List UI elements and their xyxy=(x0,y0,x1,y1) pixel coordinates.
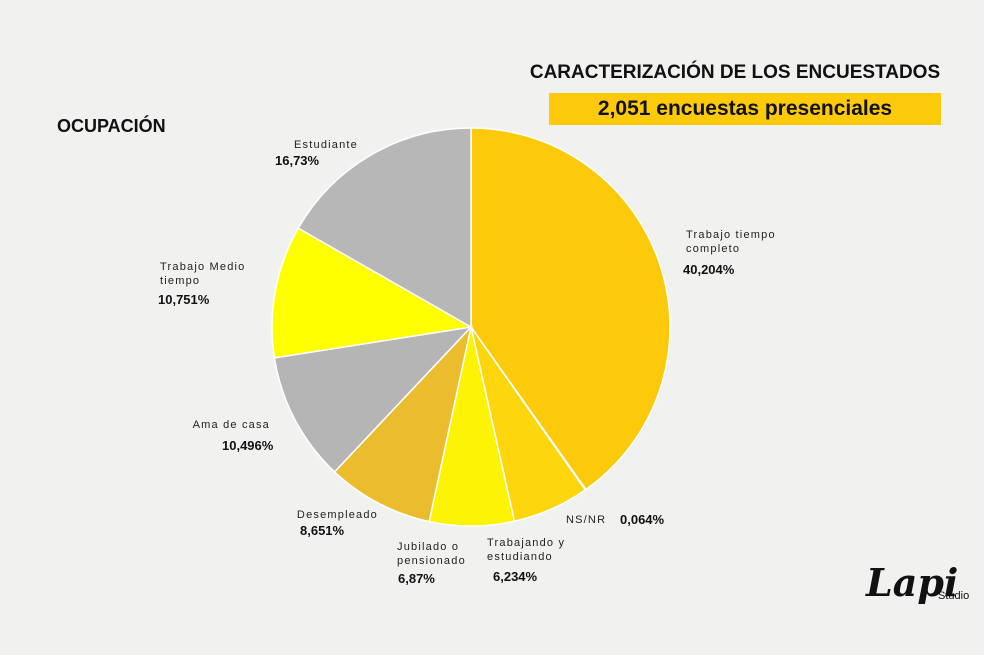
chart-subtitle: 2,051 encuestas presenciales xyxy=(549,93,941,125)
pie-slice xyxy=(273,325,474,473)
slice-label: Ama de casa xyxy=(192,419,270,431)
pie-slice xyxy=(333,324,473,523)
slice-label: Jubilado o pensionado xyxy=(397,541,466,567)
pie-slice xyxy=(297,127,472,329)
section-label: OCUPACIÓN xyxy=(57,116,166,136)
slice-label: NS/NR xyxy=(566,514,607,526)
value-label: 16,73% xyxy=(275,153,320,168)
chart-title: CARACTERIZACIÓN DE LOS ENCUESTADOS xyxy=(529,62,941,83)
logo: Lapi xyxy=(866,560,959,605)
value-label: 10,751% xyxy=(158,292,210,307)
logo-sub: Studio xyxy=(938,590,970,602)
value-label: 6,87% xyxy=(398,571,435,586)
slice-label: Estudiante xyxy=(294,139,358,151)
value-label: 0,064% xyxy=(620,512,665,527)
value-label: 8,651% xyxy=(300,523,345,538)
value-label: 6,234% xyxy=(493,569,538,584)
slice-label: Trabajo tiempo completo xyxy=(686,229,776,255)
pie-slice xyxy=(271,227,474,359)
pie-slice xyxy=(470,127,671,491)
slice-label: Trabajando y estudiando xyxy=(487,537,566,563)
slice-label: Trabajo Medio tiempo xyxy=(160,261,246,287)
value-label: 40,204% xyxy=(683,262,735,277)
slice-label: Desempleado xyxy=(296,509,378,521)
value-label: 10,496% xyxy=(222,438,274,453)
